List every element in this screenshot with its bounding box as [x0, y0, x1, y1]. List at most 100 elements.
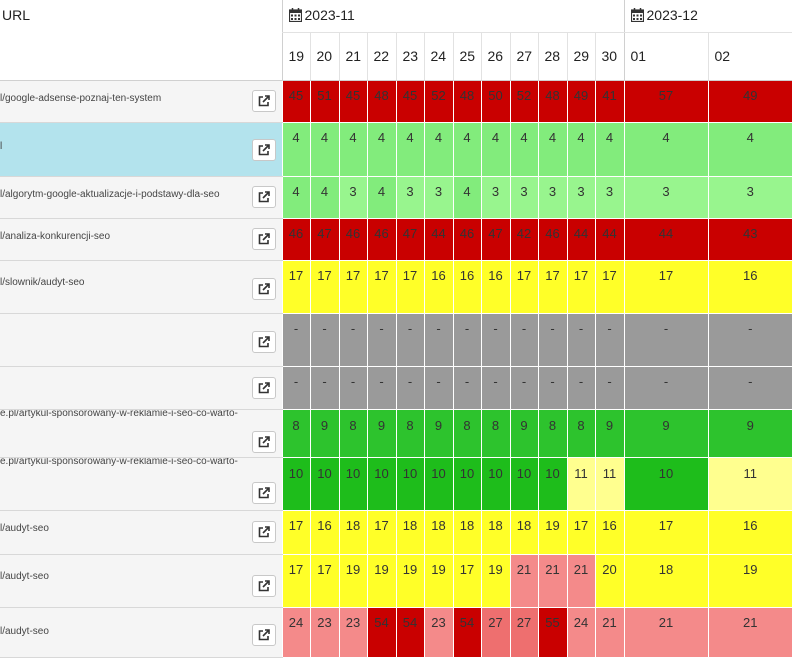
url-text[interactable]: l/audyt-seo — [0, 625, 49, 637]
day-header[interactable]: 25 — [452, 32, 481, 81]
table-row: l/slownik/audyt-seo 17 17 17 17 17 16 16 16 17 17 1… — [0, 260, 792, 314]
external-link-icon — [258, 190, 270, 202]
rank-cell: 18 — [423, 510, 453, 555]
rank-cell: - — [452, 366, 481, 410]
rank-cell: 4 — [537, 122, 567, 177]
rank-cell: 42 — [509, 218, 538, 261]
rank-cell: - — [509, 313, 538, 367]
table-row: l/analiza-konkurencji-seo 46 47 46 46 47 44 46 4… — [0, 218, 792, 261]
rank-cell: 3 — [480, 176, 510, 219]
rank-cell: - — [537, 313, 567, 367]
day-header[interactable]: 21 — [338, 32, 367, 81]
external-link-icon — [258, 381, 270, 393]
url-text[interactable]: l — [0, 140, 3, 152]
external-link-icon — [258, 282, 270, 294]
open-url-button[interactable] — [251, 185, 276, 208]
url-text[interactable]: l/audyt-seo — [0, 522, 49, 534]
day-header[interactable]: 29 — [566, 32, 595, 81]
rank-cell: - — [537, 366, 567, 410]
rank-cell: - — [338, 313, 367, 367]
url-text[interactable]: l/analiza-konkurencji-seo — [0, 230, 111, 242]
rank-cell: 47 — [480, 218, 510, 261]
rank-cell: 8 — [537, 409, 567, 458]
open-url-button[interactable] — [251, 89, 276, 112]
url-text[interactable]: l/google-adsense-poznaj-ten-system — [0, 92, 162, 104]
open-url-button[interactable] — [251, 376, 276, 399]
rank-cell: 23 — [309, 607, 339, 658]
rank-cell: 4 — [423, 122, 453, 177]
rank-cell: 47 — [309, 218, 339, 261]
rank-cell: 4 — [452, 176, 481, 219]
url-text[interactable]: l/slownik/audyt-seo — [0, 276, 85, 288]
rank-cell: 17 — [281, 510, 310, 555]
day-header[interactable]: 22 — [366, 32, 396, 81]
open-url-button[interactable] — [251, 430, 276, 453]
open-url-button[interactable] — [251, 227, 276, 250]
url-column-header[interactable]: URL — [0, 0, 282, 81]
open-url-button[interactable] — [251, 520, 276, 543]
day-header[interactable]: 20 — [309, 32, 339, 81]
rank-cell: 17 — [537, 260, 567, 314]
url-header-label: URL — [2, 7, 31, 23]
rank-cell: 3 — [594, 176, 624, 219]
table-row: l/google-adsense-poznaj-ten-system 45 51 45… — [0, 80, 792, 123]
rank-cell: 8 — [452, 409, 481, 458]
rank-cell: 16 — [594, 510, 624, 555]
day-header[interactable]: 24 — [423, 32, 453, 81]
table-row: l/audyt-seo 17 17 19 19 19 19 17 19 21 21 21 20 18 19 — [0, 554, 792, 608]
rank-cell: 3 — [395, 176, 424, 219]
open-url-button[interactable] — [251, 277, 276, 300]
rank-cell: 8 — [395, 409, 424, 458]
rank-cell: 11 — [566, 457, 595, 511]
day-header[interactable]: 28 — [537, 32, 567, 81]
open-url-button[interactable] — [251, 623, 276, 646]
rank-cell: 49 — [707, 80, 792, 123]
month-label: 2023-12 — [646, 6, 698, 23]
rank-cell: 11 — [707, 457, 792, 511]
open-url-button[interactable] — [251, 481, 276, 504]
rank-cell: 4 — [309, 176, 339, 219]
url-text[interactable]: l/audyt-seo — [0, 570, 49, 582]
rank-cell: 21 — [566, 554, 595, 608]
open-url-button[interactable] — [251, 330, 276, 353]
day-header[interactable]: 02 — [707, 32, 792, 81]
rank-cell: 55 — [537, 607, 567, 658]
rank-cell: 20 — [594, 554, 624, 608]
rank-cell: 23 — [423, 607, 453, 658]
url-text[interactable]: e.pl/artykul-sponsorowany-w-reklamie-i-s… — [0, 457, 238, 467]
rank-cell: - — [707, 313, 792, 367]
rank-cell: 4 — [623, 122, 708, 177]
day-header[interactable]: 26 — [480, 32, 510, 81]
open-url-button[interactable] — [251, 574, 276, 597]
rank-cell: 9 — [366, 409, 396, 458]
rank-cell: 10 — [452, 457, 481, 511]
rank-cell: 18 — [452, 510, 481, 555]
rank-cell: 44 — [623, 218, 708, 261]
rank-cell: 4 — [309, 122, 339, 177]
day-header[interactable]: 01 — [623, 32, 708, 81]
rank-cell: 44 — [594, 218, 624, 261]
url-cell: l/audyt-seo — [0, 554, 282, 608]
day-header[interactable]: 19 — [281, 32, 310, 81]
calendar-icon — [288, 7, 302, 25]
rank-cell: 19 — [480, 554, 510, 608]
rank-cell: 46 — [281, 218, 310, 261]
rank-cell: 4 — [281, 176, 310, 219]
day-header[interactable]: 30 — [594, 32, 624, 81]
rank-cell: 17 — [395, 260, 424, 314]
rank-cell: 10 — [623, 457, 708, 511]
rank-cell: 9 — [309, 409, 339, 458]
table-row: l/algorytm-google-aktualizacje-i-podstaw… — [0, 176, 792, 219]
open-url-button[interactable] — [251, 138, 276, 161]
url-text[interactable]: l/algorytm-google-aktualizacje-i-podstaw… — [0, 188, 220, 200]
rank-cell: 17 — [281, 554, 310, 608]
rank-cell: - — [566, 366, 595, 410]
day-header[interactable]: 23 — [395, 32, 424, 81]
day-header[interactable]: 27 — [509, 32, 538, 81]
table-row: -------------- — [0, 366, 792, 410]
url-cell: l/algorytm-google-aktualizacje-i-podstaw… — [0, 176, 282, 219]
rank-cell: 10 — [509, 457, 538, 511]
rank-cell: 8 — [566, 409, 595, 458]
url-text[interactable]: e.pl/artykul-sponsorowany-w-reklamie-i-s… — [0, 409, 238, 419]
